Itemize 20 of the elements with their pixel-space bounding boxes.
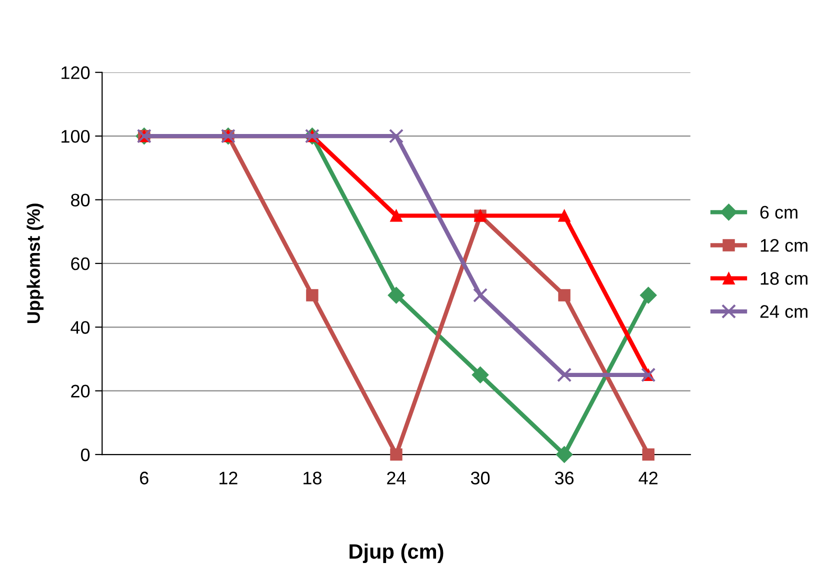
- y-tick-label: 60: [71, 257, 90, 270]
- y-tick-label: 20: [71, 384, 90, 398]
- x-tick-label: 42: [638, 472, 658, 484]
- y-axis-title: Uppkomst (%): [26, 204, 44, 324]
- legend-label: 12 cm: [760, 238, 808, 252]
- x-tick-label: 30: [470, 472, 490, 484]
- y-tick-label: 100: [62, 130, 90, 143]
- y-tick-label: 80: [71, 194, 90, 206]
- x-axis-title: Djup (cm): [350, 544, 444, 563]
- legend-label: 24 cm: [760, 305, 808, 318]
- y-tick-label: 40: [70, 321, 90, 334]
- y-tick-label: 120: [62, 66, 90, 80]
- x-tick-label: 36: [554, 472, 574, 484]
- x-tick-label: 24: [387, 472, 406, 484]
- x-tick-label: 12: [220, 472, 238, 484]
- x-tick-label: 18: [304, 472, 322, 484]
- x-tick-label: 6: [140, 472, 148, 484]
- y-tick-label: 0: [80, 448, 90, 462]
- legend-label: 18 cm: [760, 272, 808, 285]
- legend-label: 6 cm: [760, 206, 798, 219]
